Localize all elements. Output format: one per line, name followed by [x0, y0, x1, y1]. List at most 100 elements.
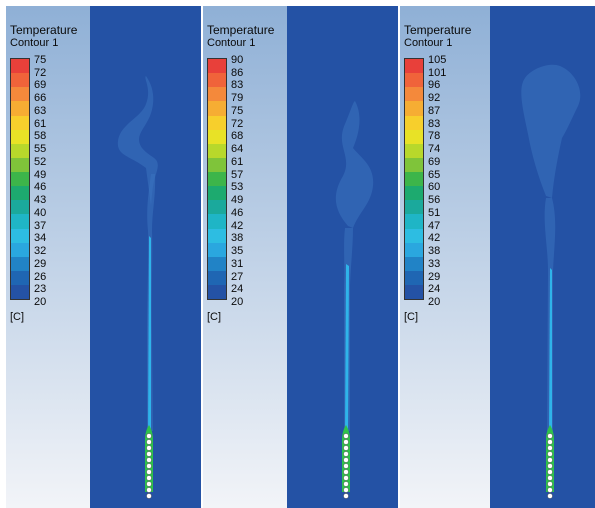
tick-label: 42 — [231, 219, 244, 232]
colorbar-segment — [11, 214, 29, 229]
colorbar-segment — [208, 172, 226, 187]
contour-panel-1: Temperature Contour 1 75 72 69 66 63 61 58 55 52… — [6, 6, 201, 508]
tick-label: 83 — [428, 117, 441, 130]
tick-label: 31 — [231, 257, 244, 270]
tick-label: 61 — [231, 155, 244, 168]
temperature-plume — [521, 64, 581, 499]
tick-label: 69 — [34, 79, 47, 92]
tick-label: 105 — [428, 54, 447, 66]
colorbar-segment — [11, 242, 29, 257]
colorbar-ticks: 105 101 96 92 87 83 78 74 69 65 60 56 51 47 42 38 33 29 24… — [428, 54, 472, 308]
colorbar — [207, 58, 227, 300]
legend-subtitle: Contour 1 — [404, 37, 453, 49]
legend-subtitle: Contour 1 — [207, 37, 256, 49]
colorbar-ticks: 75 72 69 66 63 61 58 55 52 49 46 43 40 37 34 32 29 26 23 20 — [34, 54, 78, 308]
colorbar-segment — [11, 143, 29, 158]
tick-label: 37 — [34, 219, 47, 232]
tick-label: 20 — [428, 296, 441, 308]
tick-label: 33 — [428, 257, 441, 270]
tick-label: 63 — [34, 104, 47, 117]
tick-label: 23 — [34, 283, 47, 296]
tick-label: 101 — [428, 66, 447, 79]
colorbar-segment — [405, 256, 423, 271]
colorbar-segment — [11, 115, 29, 130]
legend-title: Temperature — [404, 23, 472, 37]
colorbar-segment — [11, 59, 29, 74]
tick-label: 86 — [231, 66, 244, 79]
tick-label: 61 — [34, 117, 47, 130]
colorbar-segment — [405, 73, 423, 88]
colorbar-segment — [11, 256, 29, 271]
tick-label: 49 — [231, 194, 244, 207]
colorbar-segment — [11, 73, 29, 88]
tick-label: 29 — [34, 257, 47, 270]
tick-label: 49 — [34, 168, 47, 181]
colorbar-segment — [208, 87, 226, 102]
tick-label: 24 — [428, 283, 441, 296]
colorbar-segment — [405, 214, 423, 229]
colorbar-segment — [405, 186, 423, 201]
colorbar-segment — [208, 129, 226, 144]
colorbar-segment — [208, 115, 226, 130]
colorbar-segment — [405, 101, 423, 116]
tick-label: 32 — [34, 245, 47, 258]
colorbar-segment — [208, 214, 226, 229]
tick-label: 46 — [231, 206, 244, 219]
colorbar-segment — [208, 228, 226, 243]
tick-label: 72 — [231, 117, 244, 130]
legend-unit: [C] — [207, 311, 222, 323]
colorbar-segment — [208, 59, 226, 74]
tick-label: 34 — [34, 232, 47, 245]
tick-label: 92 — [428, 92, 441, 105]
colorbar-segment — [11, 87, 29, 102]
tick-label: 42 — [428, 232, 441, 245]
legend-title: Temperature — [10, 23, 78, 37]
colorbar-segment — [405, 228, 423, 243]
colorbar-segment — [208, 186, 226, 201]
tick-label: 60 — [428, 181, 441, 194]
colorbar-segment — [208, 73, 226, 88]
colorbar-segment — [11, 186, 29, 201]
colorbar-segment — [11, 157, 29, 172]
colorbar-segment — [405, 87, 423, 102]
colorbar-segment — [208, 101, 226, 116]
tick-label: 55 — [34, 143, 47, 156]
tick-label: 38 — [428, 245, 441, 258]
tick-label: 74 — [428, 143, 441, 156]
tick-label: 38 — [231, 232, 244, 245]
colorbar-segment — [11, 200, 29, 215]
colorbar-segment — [405, 285, 423, 300]
tick-label: 72 — [34, 66, 47, 79]
panel-background — [6, 6, 201, 508]
colorbar-segment — [11, 228, 29, 243]
tick-label: 58 — [34, 130, 47, 143]
tick-label: 43 — [34, 194, 47, 207]
legend-unit: [C] — [10, 311, 25, 323]
tick-label: 24 — [231, 283, 244, 296]
colorbar-segment — [208, 256, 226, 271]
tick-label: 75 — [34, 54, 47, 66]
tick-label: 26 — [34, 270, 47, 283]
colorbar-segment — [11, 270, 29, 285]
tick-label: 66 — [34, 92, 47, 105]
legend-subtitle: Contour 1 — [10, 37, 59, 49]
colorbar-segment — [405, 270, 423, 285]
colorbar — [404, 58, 424, 300]
legend-title: Temperature — [207, 23, 275, 37]
tick-label: 78 — [428, 130, 441, 143]
tick-label: 90 — [231, 54, 244, 66]
tick-label: 57 — [231, 168, 244, 181]
tick-label: 56 — [428, 194, 441, 207]
colorbar — [10, 58, 30, 300]
tick-label: 52 — [34, 155, 47, 168]
tick-label: 29 — [428, 270, 441, 283]
tick-label: 51 — [428, 206, 441, 219]
colorbar-segment — [405, 115, 423, 130]
colorbar-segment — [208, 157, 226, 172]
colorbar-segment — [11, 172, 29, 187]
tick-label: 68 — [231, 130, 244, 143]
tick-label: 75 — [231, 104, 244, 117]
tick-label: 87 — [428, 104, 441, 117]
colorbar-segment — [11, 101, 29, 116]
tick-label: 65 — [428, 168, 441, 181]
